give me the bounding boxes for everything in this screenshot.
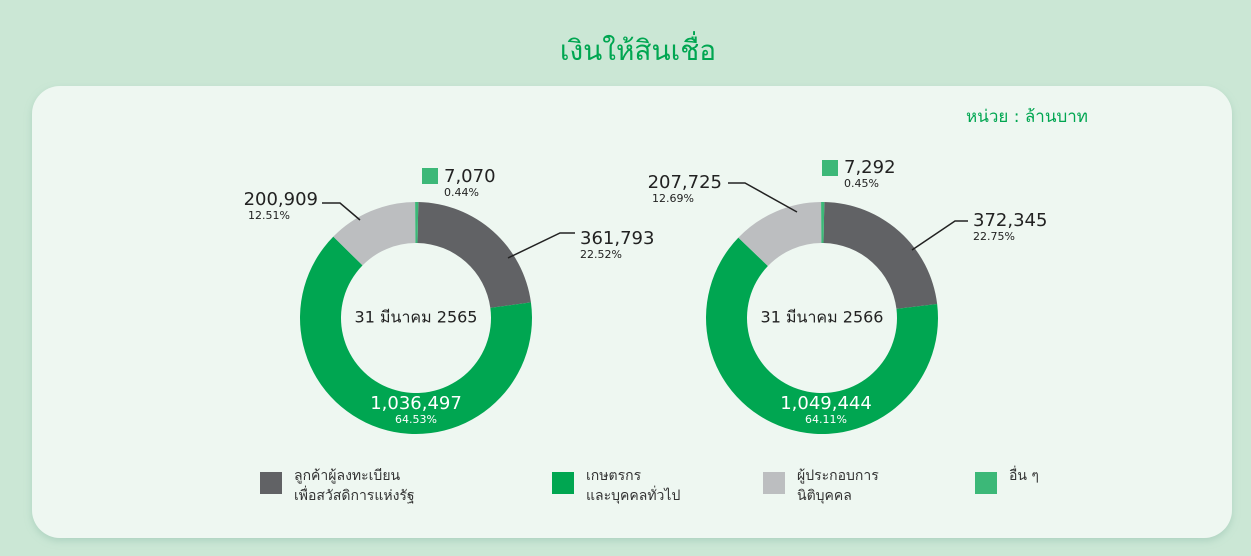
value-label: 7,070 [444,166,496,187]
donut-slice [417,202,531,308]
legend-item: อื่น ๆ [975,466,1039,494]
donut-slice [823,202,938,309]
leader-line [322,202,361,221]
value-label: 207,725 [648,172,722,193]
percent-label: 12.51% [248,209,290,222]
legend-swatch [260,472,282,494]
legend-swatch [822,160,838,176]
leader-line [507,232,575,259]
center-label: 31 มีนาคม 2565 [355,308,478,327]
legend-label: ผู้ประกอบการ นิติบุคคล [797,468,879,504]
percent-label: 0.44% [444,186,479,199]
legend-swatch [552,472,574,494]
center-label: 31 มีนาคม 2566 [761,308,884,327]
value-label: 372,345 [973,210,1047,231]
value-label: 361,793 [580,228,654,249]
legend-item: เกษตรกร และบุคคลทั่วไป [552,466,680,506]
value-label: 200,909 [244,189,318,210]
panel [32,86,1232,538]
legend-label: อื่น ๆ [1009,468,1039,484]
donut-slice [415,202,419,244]
legend-swatch [422,168,438,184]
legend-swatch [975,472,997,494]
leader-line [911,220,968,251]
donut-slice [738,202,822,267]
donut-slice [821,202,825,244]
percent-label: 12.69% [652,192,694,205]
leader-line [728,182,798,213]
legend-label: เกษตรกร และบุคคลทั่วไป [586,468,681,504]
percent-label: 22.75% [973,230,1015,243]
value-label: 1,036,497 [370,393,462,414]
percent-label: 22.52% [580,248,622,261]
title: เงินให้สินเชื่อ [560,31,716,67]
donut-slice [300,236,532,434]
donut-slice [706,237,939,434]
percent-label: 64.53% [395,413,437,426]
legend-label: ลูกค้าผู้ลงทะเบียน เพื่อสวัสดิการแห่งรัฐ [294,468,415,504]
legend-swatch [763,472,785,494]
unit: หน่วย : ล้านบาท [966,107,1088,127]
donut-slice [333,202,416,266]
legend-item: ผู้ประกอบการ นิติบุคคล [763,466,879,506]
legend-item: ลูกค้าผู้ลงทะเบียน เพื่อสวัสดิการแห่งรัฐ [260,466,415,506]
percent-label: 64.11% [805,413,847,426]
value-label: 7,292 [844,157,896,178]
value-label: 1,049,444 [780,393,872,414]
percent-label: 0.45% [844,177,879,190]
